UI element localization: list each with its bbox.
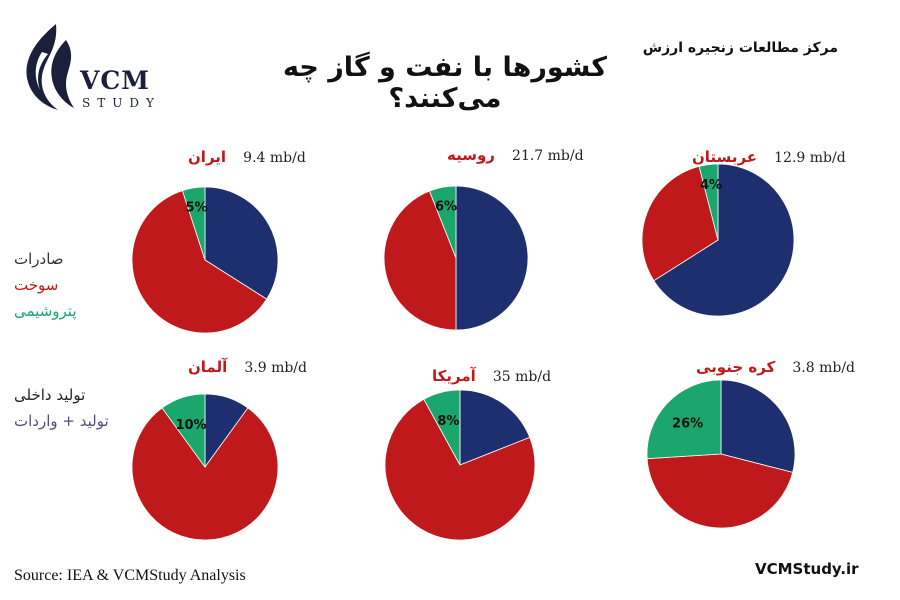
chart-title-germany: آلمان 3.9 mb/d [188,357,307,379]
pie-germany: 10% [131,393,279,541]
pie-data-label: 8% [437,414,459,429]
pie-data-label: 4% [700,178,722,193]
country-label: آلمان [188,358,228,376]
chart-title-usa: آمریکا 35 mb/d [432,366,551,388]
pie-iran: 5% [131,186,279,334]
legend-top: صادرات سوخت پتروشیمی [14,246,134,324]
legend-item-petrochemical: پتروشیمی [14,302,77,320]
logo-flame-icon [26,24,74,110]
legend-item-production-imports: تولید + واردات [14,412,109,430]
pie-south-korea: 26% [646,379,796,529]
pie-data-label: 10% [175,418,206,433]
pie-data-label: 6% [435,200,457,215]
pie-slice-exports [653,163,795,317]
production-label: 35 mb/d [492,369,552,385]
pie-slice-exports [720,379,796,473]
chart-title-russia: روسیه 21.7 mb/d [447,145,584,167]
pie-slice-petrochemical [428,185,457,259]
pie-russia: 6% [383,185,529,331]
pie-slice-petrochemical [161,393,206,469]
legend-item-domestic-production: تولید داخلی [14,386,86,404]
production-label: 12.9 mb/d [774,150,846,166]
production-label: 3.9 mb/d [244,360,307,376]
country-label: روسیه [447,146,495,164]
legend-bottom: تولید داخلی تولید + واردات [14,382,134,434]
pie-slice-fuel [131,190,268,334]
country-label: ایران [188,148,227,166]
pie-data-label: 26% [672,417,703,432]
country-label: عربستان [692,148,758,166]
pie-usa: 8% [384,389,536,541]
pie-slice-petrochemical [698,163,719,241]
production-label: 21.7 mb/d [512,148,584,164]
pie-slice-fuel [641,165,719,282]
chart-title-saudi: عربستان 12.9 mb/d [692,147,846,169]
pie-slice-fuel [131,407,279,541]
chart-main-title: کشورها با نفت و گاز چه می‌کنند؟ [283,52,607,114]
source-note: Source: IEA & VCMStudy Analysis [14,567,246,584]
pie-slice-petrochemical [181,186,206,261]
pie-slice-fuel [646,453,794,529]
pie-slice-petrochemical [423,389,461,466]
pie-slice-exports [455,185,529,331]
pie-slice-petrochemical [646,379,722,460]
chart-title-iran: ایران 9.4 mb/d [188,147,306,169]
logo-subtext: STUDY [82,96,161,110]
legend-item-fuel: سوخت [14,276,59,294]
production-label: 9.4 mb/d [243,150,306,166]
country-label: کره جنوبی [696,358,776,376]
website-link[interactable]: VCMStudy.ir [755,560,859,578]
pie-slice-fuel [383,190,457,331]
country-label: آمریکا [432,367,476,385]
pie-slice-fuel [384,398,536,541]
pie-slice-exports [459,389,531,466]
legend-item-exports: صادرات [14,250,64,268]
pie-slice-exports [204,186,279,300]
production-label: 3.8 mb/d [792,360,856,376]
pie-saudi: 4% [641,163,795,317]
organization-name: مرکز مطالعات زنجیره ارزش [642,40,838,56]
chart-title-south-korea: کره جنوبی 3.8 mb/d [696,357,855,379]
pie-data-label: 5% [185,201,207,216]
logo-text: VCM [80,66,150,95]
